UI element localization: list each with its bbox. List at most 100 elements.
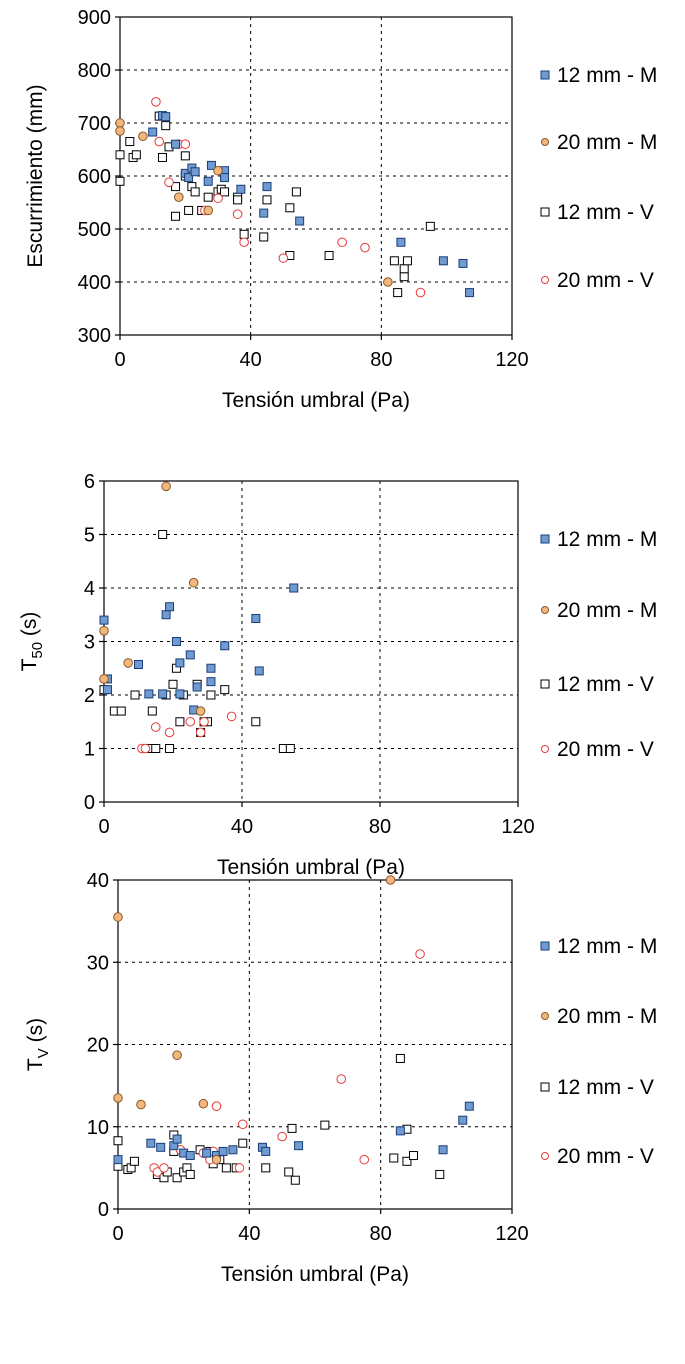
y-tick-label: 5 bbox=[84, 525, 95, 547]
y-tick-label: 4 bbox=[84, 578, 95, 600]
point-12-mm-v bbox=[157, 152, 167, 162]
x-tick-label: 0 bbox=[112, 1223, 123, 1245]
point-20-mm-m bbox=[113, 912, 123, 922]
point-12-mm-m bbox=[113, 1155, 123, 1165]
point-12-mm-v bbox=[151, 744, 161, 753]
y-tick-label: 2 bbox=[84, 685, 95, 707]
y-axis-title: Escurrimiento (mm) bbox=[24, 84, 47, 267]
y-tick-label: 600 bbox=[78, 166, 111, 188]
point-20-mm-m bbox=[99, 626, 109, 636]
point-12-mm-m bbox=[175, 689, 185, 699]
chart-panel-2: 0 1 2 3 4 5 6 0 40 80 120 Tensión umbral (Pa) T50 (s… bbox=[18, 471, 657, 879]
point-20-mm-v bbox=[154, 136, 164, 147]
point-20-mm-m bbox=[174, 192, 184, 202]
y-tick-label: 500 bbox=[78, 219, 111, 241]
point-12-mm-m bbox=[202, 1148, 212, 1158]
point-12-mm-m bbox=[438, 1145, 448, 1155]
x-tick-label: 0 bbox=[98, 816, 109, 838]
point-12-mm-v bbox=[172, 1173, 182, 1183]
point-12-mm-v bbox=[190, 187, 200, 197]
point-12-mm-m bbox=[185, 650, 195, 660]
point-12-mm-v bbox=[180, 151, 190, 161]
point-12-mm-m bbox=[465, 288, 475, 298]
point-20-mm-v bbox=[277, 1131, 287, 1142]
x-axis-title: Tensión umbral (Pa) bbox=[222, 389, 410, 412]
point-12-mm-m bbox=[396, 237, 406, 247]
chart-panel-1: 300 400 500 600 700 800 900 0 40 80 120 Tensión umb… bbox=[24, 7, 657, 412]
x-tick-label: 120 bbox=[495, 349, 528, 371]
series-12-mm-v bbox=[115, 111, 435, 298]
series-12-mm-m bbox=[113, 1101, 474, 1165]
point-12-mm-v bbox=[238, 1138, 248, 1148]
series-20-mm-v bbox=[149, 949, 425, 1177]
y-tick-label: 0 bbox=[98, 1199, 109, 1221]
point-12-mm-m bbox=[294, 1141, 304, 1151]
y-tick-label: 700 bbox=[78, 113, 111, 135]
point-12-mm-m bbox=[184, 173, 194, 183]
point-12-mm-v bbox=[130, 690, 140, 700]
point-20-mm-v bbox=[199, 716, 209, 727]
point-20-mm-v bbox=[150, 722, 161, 732]
point-12-mm-m bbox=[206, 677, 216, 687]
legend-label-12-mm-v: 12 mm - V bbox=[557, 1076, 654, 1099]
point-12-mm-v bbox=[395, 1053, 405, 1063]
point-12-mm-v bbox=[285, 744, 295, 753]
series-20-mm-m bbox=[113, 875, 396, 1165]
point-12-mm-m bbox=[146, 1138, 156, 1148]
point-12-mm-v bbox=[399, 272, 409, 282]
point-12-mm-v bbox=[171, 211, 181, 221]
point-20-mm-m bbox=[136, 1099, 146, 1110]
y-tick-label: 3 bbox=[84, 632, 95, 654]
point-20-mm-v bbox=[237, 1119, 248, 1130]
point-12-mm-m bbox=[172, 1134, 182, 1144]
point-20-mm-v bbox=[336, 1074, 347, 1084]
point-12-mm-v bbox=[287, 1123, 297, 1133]
point-20-mm-v bbox=[232, 209, 243, 219]
x-tick-label: 80 bbox=[370, 349, 392, 371]
y-tick-label: 30 bbox=[87, 952, 109, 974]
point-12-mm-m bbox=[102, 685, 112, 695]
point-12-mm-v bbox=[261, 1163, 271, 1173]
point-20-mm-v bbox=[278, 253, 289, 263]
x-tick-label: 120 bbox=[501, 816, 534, 838]
point-12-mm-v bbox=[320, 1120, 330, 1130]
point-12-mm-m bbox=[259, 208, 269, 218]
point-20-mm-m bbox=[99, 674, 109, 684]
point-20-mm-v bbox=[211, 1101, 222, 1111]
point-20-mm-m bbox=[123, 658, 133, 668]
point-20-mm-m bbox=[198, 1098, 209, 1109]
point-12-mm-v bbox=[389, 1153, 399, 1163]
point-12-mm-v bbox=[220, 685, 230, 695]
point-12-mm-m bbox=[192, 682, 202, 692]
point-12-mm-m bbox=[220, 641, 230, 651]
point-12-mm-v bbox=[161, 121, 171, 131]
point-20-mm-m bbox=[383, 277, 393, 287]
point-12-mm-m bbox=[158, 689, 168, 699]
point-12-mm-v bbox=[239, 229, 249, 239]
point-20-mm-m bbox=[211, 1154, 222, 1165]
point-12-mm-m bbox=[464, 1101, 474, 1111]
legend: 12 mm - M 20 mm - M 12 mm - V 20 mm - V bbox=[540, 64, 657, 292]
point-12-mm-v bbox=[290, 1175, 300, 1185]
point-12-mm-m bbox=[262, 182, 272, 192]
y-tick-label: 6 bbox=[84, 471, 95, 493]
legend-marker-20-mm-v bbox=[541, 745, 549, 753]
legend-label-20-mm-m: 20 mm - M bbox=[557, 1005, 657, 1028]
point-12-mm-v bbox=[184, 205, 194, 215]
legend-label-20-mm-v: 20 mm - V bbox=[557, 738, 654, 761]
point-12-mm-v bbox=[185, 1169, 195, 1179]
point-20-mm-m bbox=[385, 875, 396, 885]
point-12-mm-m bbox=[395, 1126, 405, 1136]
point-12-mm-m bbox=[148, 127, 158, 137]
point-12-mm-m bbox=[254, 666, 264, 676]
point-20-mm-v bbox=[140, 743, 151, 754]
point-12-mm-v bbox=[284, 1167, 294, 1177]
legend-marker-12-mm-v bbox=[540, 679, 550, 689]
point-12-mm-v bbox=[206, 690, 216, 700]
point-20-mm-v bbox=[180, 139, 191, 149]
point-20-mm-v bbox=[151, 97, 161, 107]
point-20-mm-m bbox=[188, 577, 199, 588]
point-12-mm-v bbox=[393, 288, 403, 298]
point-20-mm-m bbox=[195, 706, 206, 716]
legend-marker-12-mm-m bbox=[540, 70, 550, 80]
